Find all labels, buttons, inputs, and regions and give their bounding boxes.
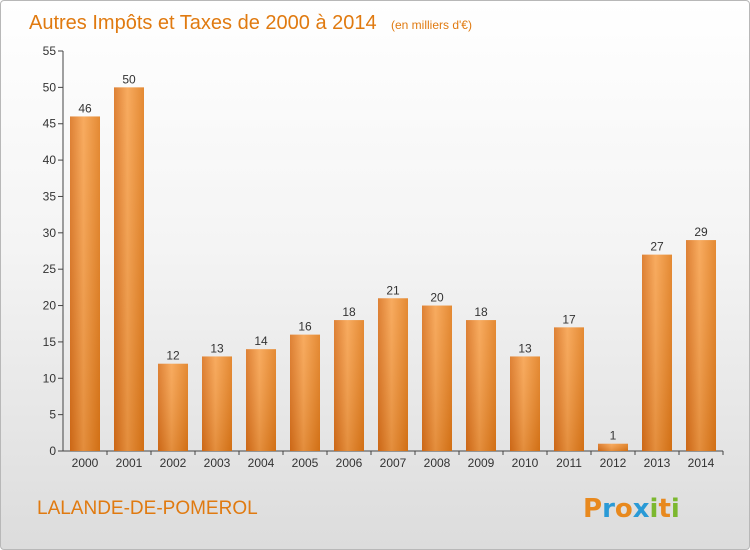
bar-shade [70,116,100,452]
bar-shade [378,298,408,451]
bar-value-label: 29 [694,225,708,239]
bar-value-label: 50 [122,72,136,86]
chart-subtitle: (en milliers d'€) [391,18,472,32]
bar-value-label: 13 [210,341,224,355]
bar-shade [554,327,584,451]
bar-value-label: 20 [430,291,444,305]
commune-name: LALANDE-DE-POMEROL [37,498,258,519]
y-tick-label: 45 [43,117,57,131]
bar-shade [642,254,672,451]
bar-value-label: 12 [166,349,180,363]
bars: 46 50 12 13 14 16 18 21 20 18 13 17 1 27 29 [70,72,716,452]
bar-value-label: 46 [78,101,92,115]
y-tick-label: 35 [43,189,57,203]
bar-shade [202,356,232,451]
x-tick-label: 2011 [556,456,582,470]
bar-value-label: 18 [474,305,488,319]
bar-shade [158,363,188,451]
x-tick-label: 2003 [204,456,231,470]
y-tick-label: 0 [49,444,56,458]
x-tick-label: 2012 [600,456,627,470]
bar-value-label: 18 [342,305,356,319]
bar-value-label: 13 [518,341,532,355]
bar-shade [686,240,716,451]
y-tick-label: 15 [43,335,57,349]
bar-shade [466,320,496,451]
x-tick-label: 2010 [512,456,539,470]
x-tick-label: 2009 [468,456,495,470]
y-tick-label: 55 [43,44,57,58]
bar-shade [510,356,540,451]
logo-letter: r [602,494,615,524]
y-tick-label: 40 [43,153,57,167]
bar-value-label: 27 [650,240,664,254]
x-tick-label: 2007 [380,456,407,470]
x-tick-label: 2002 [160,456,187,470]
y-tick-label: 10 [43,371,57,385]
x-tick-label: 2000 [72,456,99,470]
x-tick-label: 2014 [688,456,715,470]
x-axis: 2000 2001 2002 2003 2004 2005 2006 2007 2008 2009… [63,450,724,470]
x-tick-label: 2005 [292,456,319,470]
y-tick-label: 5 [49,408,56,422]
bar-shade [290,334,320,451]
logo-letter: x [633,494,650,524]
x-tick-label: 2004 [248,456,275,470]
bar-value-label: 16 [298,320,312,334]
bar-value-label: 1 [610,429,617,443]
logo-letter: o [615,494,633,524]
bar-shade [114,87,144,451]
chart-title: Autres Impôts et Taxes de 2000 à 2014 [29,12,377,34]
logo-letter: i [671,494,680,524]
bar-shade [246,349,276,451]
logo-letter: P [583,494,602,524]
logo-letter: i [650,494,659,524]
bar-value-label: 21 [386,283,400,297]
logo-letter: t [658,494,670,524]
y-tick-label: 25 [43,262,57,276]
y-tick-label: 50 [43,80,57,94]
y-tick-label: 30 [43,226,57,240]
x-tick-label: 2006 [336,456,363,470]
bar-value-label: 14 [254,334,268,348]
bar-shade [422,305,452,451]
bar-value-label: 17 [562,312,576,326]
y-axis: 0 5 10 15 20 25 30 35 40 45 50 55 [43,44,64,458]
proxiti-logo: Proxiti [583,494,680,524]
bar-shade [598,443,628,451]
x-tick-label: 2013 [644,456,671,470]
x-tick-label: 2008 [424,456,451,470]
logo-text: Proxiti [583,494,680,524]
y-tick-label: 20 [43,299,57,313]
bar-shade [334,320,364,451]
x-tick-label: 2001 [116,456,143,470]
